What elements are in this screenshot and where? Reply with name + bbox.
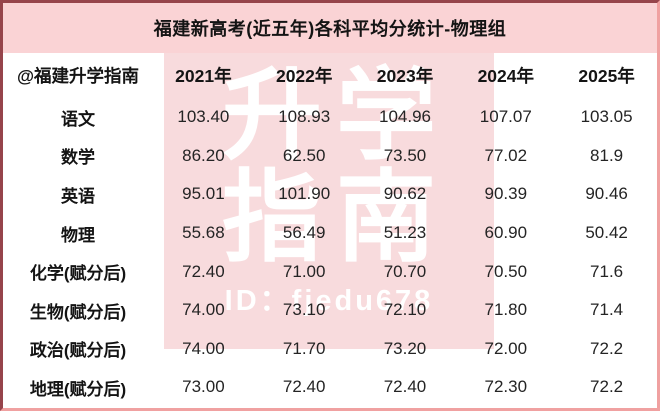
score-cell: 71.4 — [590, 300, 624, 320]
subject-label: 英语 — [61, 186, 95, 206]
subject-label: 生物(赋分后) — [29, 302, 127, 322]
table-row-physics: 物理 55.68 56.49 51.23 60.90 50.42 — [3, 214, 657, 253]
score-cell: 108.93 — [278, 107, 331, 127]
score-cell: 107.07 — [479, 107, 532, 127]
score-cell: 72.40 — [282, 377, 326, 397]
subject-label: 政治(赋分后) — [29, 341, 127, 361]
watermark-badge: 升学 指南 ID：fjedu678 — [164, 53, 494, 349]
score-cell: 72.00 — [484, 338, 528, 358]
score-cell: 55.68 — [182, 223, 225, 243]
score-cell: 60.90 — [484, 223, 528, 243]
score-cell: 104.96 — [378, 107, 431, 127]
score-cell: 95.01 — [182, 184, 225, 204]
score-cell: 72.10 — [383, 300, 427, 320]
year-header-2023: 2023年 — [376, 66, 434, 86]
scores-table: @福建升学指南 2021年 2022年 2023年 2024年 2025年 语文… — [3, 53, 657, 407]
subject-label: 地理(赋分后) — [29, 379, 127, 399]
table-row-chemistry: 化学(赋分后) 72.40 71.00 70.70 70.50 71.6 — [3, 252, 657, 291]
score-cell: 90.39 — [484, 184, 528, 204]
score-cell: 86.20 — [182, 145, 225, 165]
year-header-2021: 2021年 — [175, 66, 232, 86]
score-cell: 101.90 — [278, 184, 331, 204]
table-row-math: 数学 86.20 62.50 73.50 77.02 81.9 — [3, 137, 657, 176]
score-cell: 103.05 — [580, 107, 633, 127]
table-row-politics: 政治(赋分后) 74.00 71.70 73.20 72.00 72.2 — [3, 330, 657, 369]
score-cell: 90.46 — [585, 184, 628, 204]
year-header-2022: 2022年 — [275, 66, 333, 86]
source-handle: @福建升学指南 — [16, 66, 140, 86]
score-cell: 71.80 — [484, 300, 528, 320]
subject-label: 物理 — [61, 225, 95, 245]
score-cell: 74.00 — [182, 300, 225, 320]
watermark-text-line2: 指南 — [222, 162, 450, 274]
score-cell: 73.10 — [282, 300, 326, 320]
table-row-geography: 地理(赋分后) 73.00 72.40 72.40 72.30 72.2 — [3, 368, 657, 407]
score-cell: 72.40 — [383, 377, 427, 397]
score-cell: 71.6 — [590, 261, 624, 281]
score-cell: 72.30 — [484, 377, 528, 397]
score-cell: 71.00 — [282, 261, 326, 281]
year-header-2024: 2024年 — [477, 66, 534, 86]
score-cell: 70.50 — [484, 261, 528, 281]
score-cell: 73.20 — [383, 338, 427, 358]
score-cell: 72.2 — [590, 377, 624, 397]
table-row-biology: 生物(赋分后) 74.00 73.10 72.10 71.80 71.4 — [3, 291, 657, 330]
year-header-2025: 2025年 — [578, 66, 635, 86]
score-cell: 72.2 — [590, 338, 624, 358]
subject-label: 化学(赋分后) — [29, 264, 127, 284]
watermark-text-line1: 升学 — [222, 60, 450, 172]
table-row-english: 英语 95.01 101.90 90.62 90.39 90.46 — [3, 175, 657, 214]
watermark-id: ID：fjedu678 — [224, 285, 434, 317]
score-cell: 50.42 — [585, 223, 628, 243]
score-cell: 90.62 — [383, 184, 427, 204]
score-cell: 56.49 — [282, 223, 326, 243]
score-cell: 72.40 — [182, 261, 225, 281]
score-cell: 103.40 — [177, 107, 230, 127]
score-cell: 74.00 — [182, 338, 225, 358]
score-cell: 70.70 — [383, 261, 427, 281]
page-title: 福建新高考(近五年)各科平均分统计-物理组 — [153, 19, 507, 39]
score-cell: 51.23 — [383, 223, 427, 243]
subject-label: 数学 — [61, 148, 95, 168]
table-row-chinese: 语文 103.40 108.93 104.96 107.07 103.05 — [3, 98, 657, 137]
table-header-row: @福建升学指南 2021年 2022年 2023年 2024年 2025年 — [3, 53, 657, 98]
subject-label: 语文 — [61, 109, 95, 129]
score-cell: 77.02 — [484, 145, 528, 165]
score-cell: 71.70 — [282, 338, 326, 358]
title-banner: 福建新高考(近五年)各科平均分统计-物理组 — [3, 3, 657, 53]
score-cell: 73.00 — [182, 377, 225, 397]
score-cell: 73.50 — [383, 145, 427, 165]
score-cell: 62.50 — [282, 145, 326, 165]
score-cell: 81.9 — [590, 145, 624, 165]
